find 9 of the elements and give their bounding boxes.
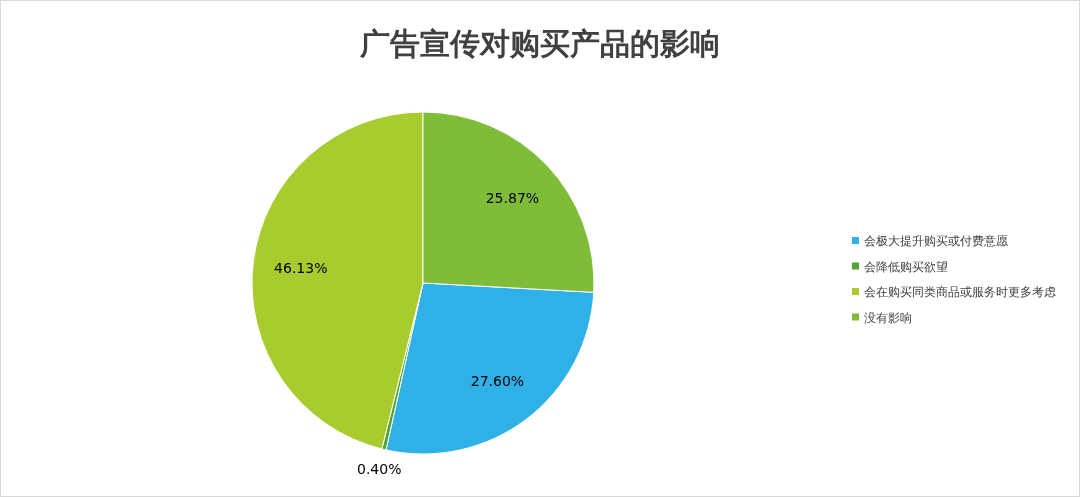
data-label: 0.40%: [356, 461, 402, 478]
legend-label: 会在购买同类商品或服务时更多考虑: [864, 285, 1056, 299]
chart-title: 广告宣传对购买产品的影响: [359, 26, 720, 61]
data-label: 25.87%: [485, 190, 540, 207]
legend-label: 会降低购买欲望: [864, 259, 948, 274]
data-label: 27.60%: [470, 373, 525, 390]
data-label: 46.13%: [274, 260, 328, 277]
legend-label: 会极大提升购买或付费意愿: [864, 234, 1008, 248]
legend-label: 没有影响: [864, 310, 912, 325]
